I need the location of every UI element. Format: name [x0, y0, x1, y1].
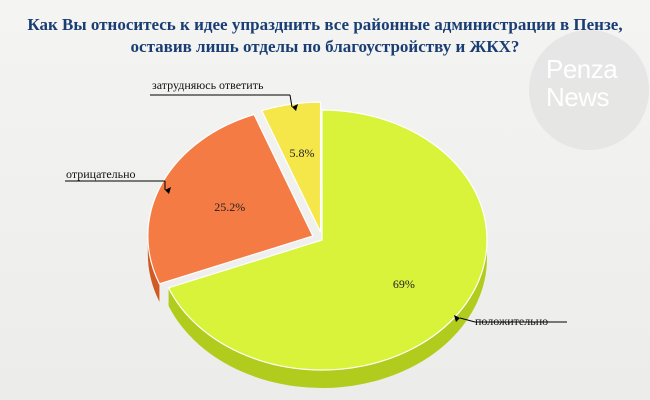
slice-category-label: затрудняюсь ответить	[152, 78, 264, 92]
leader-line	[459, 317, 476, 323]
logo-text-line-1: Penza	[546, 54, 618, 84]
slice-value-label: 5.8%	[290, 146, 315, 160]
pie-sides	[147, 235, 487, 388]
slice-value-label: 25.2%	[214, 200, 245, 214]
chart-title: Как Вы относитесь к идее упразднить все …	[0, 14, 650, 58]
pie-labels: 69% положительно 25.2% отрицательно 5.8% затр…	[65, 78, 567, 328]
leader-arrow	[454, 315, 460, 322]
slice-category-label: отрицательно	[66, 167, 136, 181]
pie-slices	[147, 101, 488, 371]
slice-category-label: положительно	[475, 314, 548, 328]
penzanews-logo: Penza News	[529, 30, 649, 150]
leader-line	[289, 94, 293, 108]
pie-slice	[260, 101, 322, 233]
chart-title-line-1: Как Вы относитесь к идее упразднить все …	[27, 15, 623, 34]
slice-value-label: 69%	[393, 277, 415, 291]
logo-text-line-2: News	[546, 82, 610, 112]
chart-title-line-2: оставив лишь отделы по благоустройству и…	[130, 37, 520, 56]
leader-arrow	[165, 187, 171, 194]
pie-slice	[167, 109, 488, 371]
pie-slice	[147, 113, 314, 285]
leader-arrow	[292, 104, 298, 111]
pie-slice-side	[147, 235, 160, 302]
